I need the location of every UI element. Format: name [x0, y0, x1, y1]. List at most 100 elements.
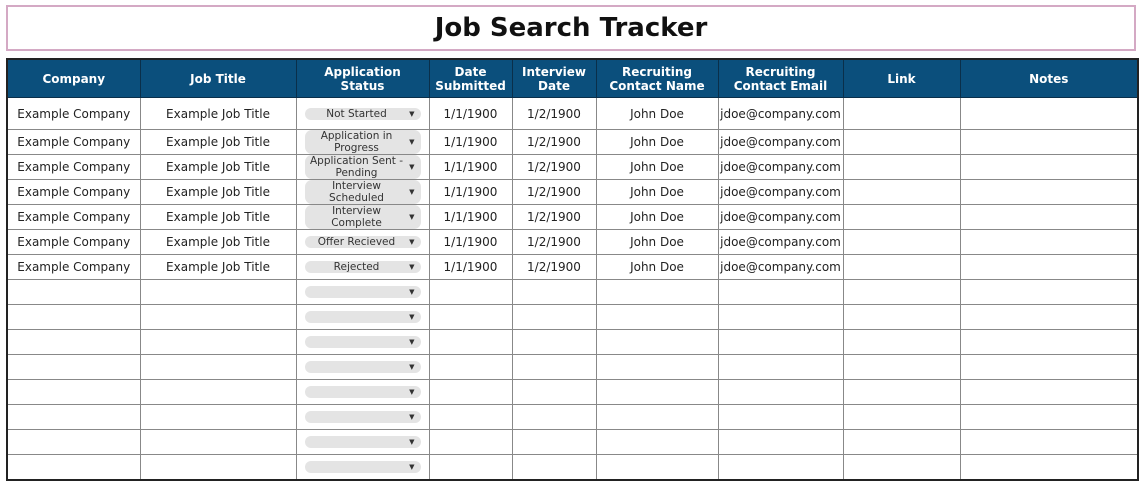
cell-interview-date[interactable]: 1/2/1900 — [511, 254, 597, 280]
cell-date-submitted[interactable] — [428, 354, 513, 380]
cell-company[interactable]: Example Company — [6, 204, 141, 230]
cell-contact-name[interactable] — [595, 454, 719, 481]
cell-contact-name[interactable]: John Doe — [595, 204, 719, 230]
cell-date-submitted[interactable] — [428, 404, 513, 430]
chevron-down-icon[interactable]: ▼ — [409, 438, 415, 446]
cell-job-title[interactable] — [139, 454, 297, 481]
status-dropdown[interactable]: ▼ — [304, 336, 421, 348]
cell-notes[interactable] — [959, 204, 1139, 230]
cell-contact-name[interactable] — [595, 404, 719, 430]
cell-job-title[interactable] — [139, 379, 297, 405]
cell-job-title[interactable] — [139, 404, 297, 430]
cell-company[interactable] — [6, 404, 141, 430]
cell-company[interactable] — [6, 329, 141, 355]
cell-status[interactable]: ▼ — [295, 404, 430, 430]
cell-status[interactable]: Application in Progress ▼ — [295, 129, 430, 155]
cell-company[interactable] — [6, 304, 141, 330]
cell-notes[interactable] — [959, 97, 1139, 130]
cell-link[interactable] — [842, 97, 961, 130]
cell-company[interactable]: Example Company — [6, 229, 141, 255]
cell-status[interactable]: Not Started ▼ — [295, 97, 430, 130]
cell-contact-email[interactable]: jdoe@company.com — [717, 129, 844, 155]
cell-interview-date[interactable] — [511, 429, 597, 455]
cell-status[interactable]: Application Sent - Pending ▼ — [295, 154, 430, 180]
cell-status[interactable]: ▼ — [295, 329, 430, 355]
cell-contact-name[interactable]: John Doe — [595, 254, 719, 280]
cell-date-submitted[interactable] — [428, 429, 513, 455]
cell-company[interactable]: Example Company — [6, 129, 141, 155]
cell-interview-date[interactable] — [511, 279, 597, 305]
cell-contact-email[interactable] — [717, 354, 844, 380]
cell-link[interactable] — [842, 254, 961, 280]
cell-link[interactable] — [842, 154, 961, 180]
cell-date-submitted[interactable]: 1/1/1900 — [428, 204, 513, 230]
cell-notes[interactable] — [959, 354, 1139, 380]
cell-job-title[interactable] — [139, 279, 297, 305]
cell-link[interactable] — [842, 454, 961, 481]
cell-link[interactable] — [842, 129, 961, 155]
cell-contact-name[interactable]: John Doe — [595, 154, 719, 180]
cell-company[interactable]: Example Company — [6, 179, 141, 205]
cell-interview-date[interactable]: 1/2/1900 — [511, 154, 597, 180]
status-dropdown[interactable]: Application in Progress ▼ — [304, 130, 421, 154]
cell-notes[interactable] — [959, 279, 1139, 305]
chevron-down-icon[interactable]: ▼ — [409, 363, 415, 371]
status-dropdown[interactable]: ▼ — [304, 286, 421, 298]
cell-date-submitted[interactable]: 1/1/1900 — [428, 129, 513, 155]
cell-link[interactable] — [842, 329, 961, 355]
cell-date-submitted[interactable]: 1/1/1900 — [428, 229, 513, 255]
cell-notes[interactable] — [959, 304, 1139, 330]
chevron-down-icon[interactable]: ▼ — [409, 413, 415, 421]
cell-contact-name[interactable] — [595, 379, 719, 405]
cell-company[interactable] — [6, 379, 141, 405]
cell-status[interactable]: Interview Complete ▼ — [295, 204, 430, 230]
cell-company[interactable]: Example Company — [6, 154, 141, 180]
cell-status[interactable]: ▼ — [295, 454, 430, 481]
cell-status[interactable]: ▼ — [295, 354, 430, 380]
cell-interview-date[interactable]: 1/2/1900 — [511, 129, 597, 155]
cell-link[interactable] — [842, 304, 961, 330]
cell-status[interactable]: Interview Scheduled ▼ — [295, 179, 430, 205]
cell-job-title[interactable]: Example Job Title — [139, 154, 297, 180]
cell-contact-email[interactable]: jdoe@company.com — [717, 254, 844, 280]
cell-job-title[interactable]: Example Job Title — [139, 129, 297, 155]
cell-company[interactable] — [6, 429, 141, 455]
cell-link[interactable] — [842, 229, 961, 255]
cell-interview-date[interactable] — [511, 304, 597, 330]
cell-interview-date[interactable] — [511, 379, 597, 405]
cell-interview-date[interactable] — [511, 454, 597, 481]
cell-contact-email[interactable] — [717, 454, 844, 481]
cell-contact-email[interactable] — [717, 379, 844, 405]
chevron-down-icon[interactable]: ▼ — [409, 463, 415, 471]
cell-notes[interactable] — [959, 454, 1139, 481]
cell-contact-email[interactable] — [717, 404, 844, 430]
cell-date-submitted[interactable]: 1/1/1900 — [428, 254, 513, 280]
cell-contact-email[interactable]: jdoe@company.com — [717, 229, 844, 255]
status-dropdown[interactable]: Not Started ▼ — [304, 107, 421, 120]
status-dropdown[interactable]: Interview Scheduled ▼ — [304, 180, 421, 204]
chevron-down-icon[interactable]: ▼ — [409, 263, 415, 271]
cell-contact-name[interactable] — [595, 354, 719, 380]
cell-interview-date[interactable]: 1/2/1900 — [511, 229, 597, 255]
cell-contact-name[interactable]: John Doe — [595, 97, 719, 130]
cell-status[interactable]: Rejected ▼ — [295, 254, 430, 280]
chevron-down-icon[interactable]: ▼ — [409, 109, 415, 118]
cell-link[interactable] — [842, 354, 961, 380]
status-dropdown[interactable]: ▼ — [304, 436, 421, 448]
cell-job-title[interactable]: Example Job Title — [139, 229, 297, 255]
cell-status[interactable]: ▼ — [295, 304, 430, 330]
cell-contact-name[interactable]: John Doe — [595, 179, 719, 205]
chevron-down-icon[interactable]: ▼ — [409, 338, 415, 346]
cell-notes[interactable] — [959, 429, 1139, 455]
cell-contact-name[interactable]: John Doe — [595, 129, 719, 155]
cell-company[interactable]: Example Company — [6, 97, 141, 130]
cell-job-title[interactable]: Example Job Title — [139, 97, 297, 130]
chevron-down-icon[interactable]: ▼ — [409, 313, 415, 321]
cell-date-submitted[interactable]: 1/1/1900 — [428, 154, 513, 180]
cell-link[interactable] — [842, 429, 961, 455]
cell-notes[interactable] — [959, 129, 1139, 155]
cell-company[interactable] — [6, 454, 141, 481]
status-dropdown[interactable]: ▼ — [304, 461, 421, 473]
cell-contact-email[interactable] — [717, 279, 844, 305]
cell-job-title[interactable]: Example Job Title — [139, 179, 297, 205]
